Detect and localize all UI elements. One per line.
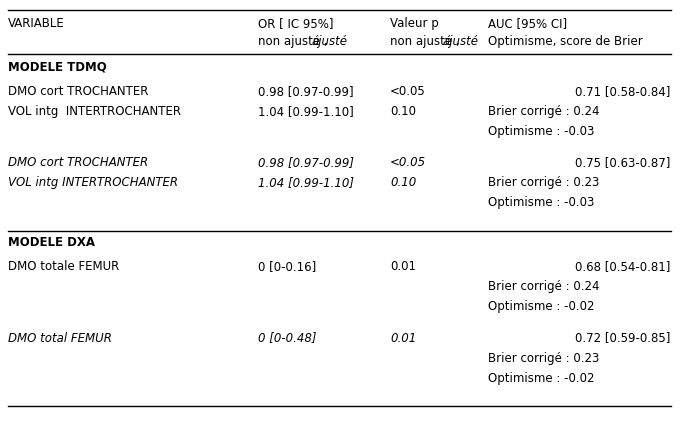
Text: Optimisme : -0.02: Optimisme : -0.02 [488, 372, 595, 385]
Text: 0.10: 0.10 [390, 176, 416, 189]
Text: Brier corrigé : 0.24: Brier corrigé : 0.24 [488, 280, 599, 293]
Text: Optimisme : -0.03: Optimisme : -0.03 [488, 196, 595, 209]
Text: 0.10: 0.10 [390, 105, 416, 118]
Text: 0.01: 0.01 [390, 260, 416, 273]
Text: Brier corrigé : 0.23: Brier corrigé : 0.23 [488, 176, 599, 189]
Text: 1.04 [0.99-1.10]: 1.04 [0.99-1.10] [258, 176, 354, 189]
Text: 0.98 [0.97-0.99]: 0.98 [0.97-0.99] [258, 156, 354, 169]
Text: Optimisme : -0.02: Optimisme : -0.02 [488, 300, 595, 314]
Text: MODELE TDMQ: MODELE TDMQ [8, 61, 107, 74]
Text: 0.75 [0.63-0.87]: 0.75 [0.63-0.87] [575, 156, 671, 169]
Text: Brier corrigé : 0.23: Brier corrigé : 0.23 [488, 351, 599, 365]
Text: AUC [95% CI]: AUC [95% CI] [488, 17, 567, 30]
Text: 0.71 [0.58-0.84]: 0.71 [0.58-0.84] [575, 85, 671, 98]
Text: VARIABLE: VARIABLE [8, 17, 65, 30]
Text: ajusté: ajusté [443, 35, 479, 48]
Text: VOL intg INTERTROCHANTER: VOL intg INTERTROCHANTER [8, 176, 178, 189]
Text: <0.05: <0.05 [390, 156, 426, 169]
Text: VOL intg  INTERTROCHANTER: VOL intg INTERTROCHANTER [8, 105, 181, 118]
Text: OR [ IC 95%]: OR [ IC 95%] [258, 17, 334, 30]
Text: non ajusté ,: non ajusté , [390, 35, 464, 48]
Text: 0.72 [0.59-0.85]: 0.72 [0.59-0.85] [575, 332, 671, 344]
Text: Brier corrigé : 0.24: Brier corrigé : 0.24 [488, 105, 599, 118]
Text: DMO total FEMUR: DMO total FEMUR [8, 332, 112, 344]
Text: 0.01: 0.01 [390, 332, 416, 344]
Text: Optimisme, score de Brier: Optimisme, score de Brier [488, 35, 643, 48]
Text: 0 [0-0.48]: 0 [0-0.48] [258, 332, 317, 344]
Text: DMO cort TROCHANTER: DMO cort TROCHANTER [8, 85, 149, 98]
Text: 0.68 [0.54-0.81]: 0.68 [0.54-0.81] [575, 260, 671, 273]
Text: DMO totale FEMUR: DMO totale FEMUR [8, 260, 119, 273]
Text: <0.05: <0.05 [390, 85, 426, 98]
Text: non ajusté ,: non ajusté , [258, 35, 332, 48]
Text: Optimisme : -0.03: Optimisme : -0.03 [488, 125, 595, 138]
Text: MODELE DXA: MODELE DXA [8, 236, 95, 250]
Text: 0.98 [0.97-0.99]: 0.98 [0.97-0.99] [258, 85, 354, 98]
Text: 0 [0-0.16]: 0 [0-0.16] [258, 260, 316, 273]
Text: ajusté: ajusté [311, 35, 347, 48]
Text: DMO cort TROCHANTER: DMO cort TROCHANTER [8, 156, 148, 169]
Text: 1.04 [0.99-1.10]: 1.04 [0.99-1.10] [258, 105, 354, 118]
Text: Valeur p: Valeur p [390, 17, 439, 30]
